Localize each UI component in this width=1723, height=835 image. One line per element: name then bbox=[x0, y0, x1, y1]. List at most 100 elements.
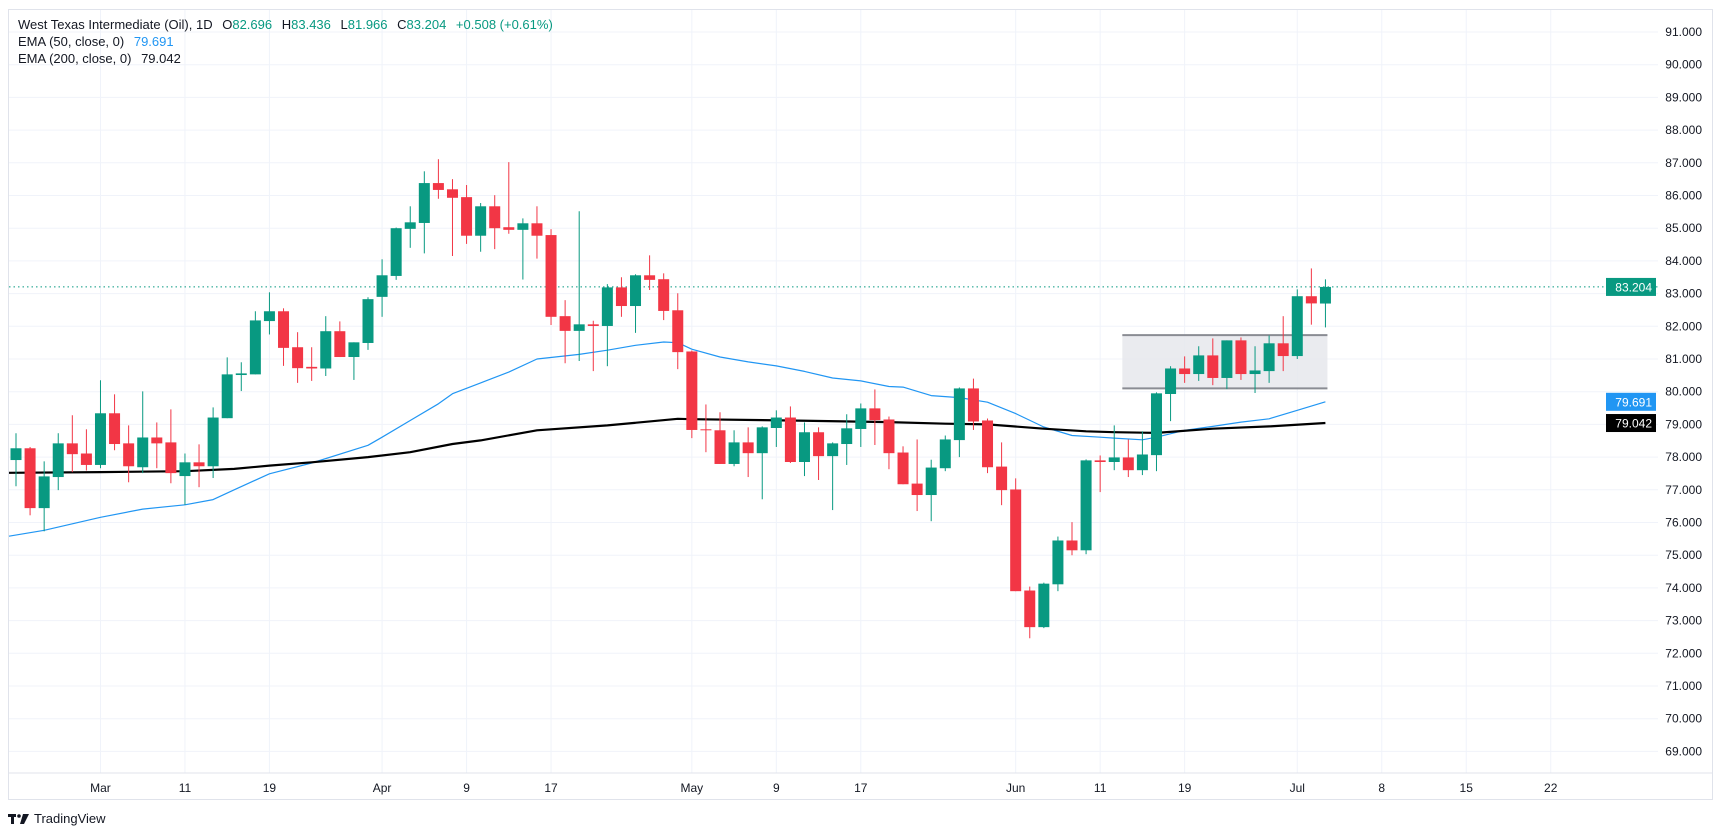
candle-down[interactable] bbox=[123, 425, 135, 483]
candle-down[interactable] bbox=[897, 446, 909, 485]
candle-up[interactable] bbox=[1193, 346, 1205, 381]
candle-up[interactable] bbox=[249, 311, 261, 375]
candle-up[interactable] bbox=[601, 284, 613, 367]
candle-down[interactable] bbox=[672, 293, 684, 370]
candle-down[interactable] bbox=[615, 277, 627, 317]
candle-up[interactable] bbox=[376, 259, 388, 317]
candle-down[interactable] bbox=[996, 442, 1008, 506]
candle-down[interactable] bbox=[742, 427, 754, 478]
candle-up[interactable] bbox=[756, 426, 768, 500]
candle-up[interactable] bbox=[770, 410, 782, 447]
candle-down[interactable] bbox=[559, 300, 571, 364]
candle-up[interactable] bbox=[10, 433, 22, 487]
candle-up[interactable] bbox=[418, 171, 430, 254]
candle-down[interactable] bbox=[66, 415, 78, 473]
time-axis[interactable]: Mar 11 19 Apr 9 17 May 9 17 Jun 11 19 Jul 8 15 22 bbox=[9, 772, 1712, 795]
candle-down[interactable] bbox=[883, 416, 895, 470]
candle-down[interactable] bbox=[686, 350, 698, 439]
candle-down[interactable] bbox=[193, 444, 205, 488]
candle-up[interactable] bbox=[925, 459, 937, 522]
candle-up[interactable] bbox=[1108, 425, 1120, 471]
candle-up[interactable] bbox=[390, 227, 402, 280]
candle-down[interactable] bbox=[967, 378, 979, 430]
candle-down[interactable] bbox=[869, 389, 881, 446]
candle-down[interactable] bbox=[24, 446, 36, 516]
candle-down[interactable] bbox=[461, 185, 473, 244]
candle-up[interactable] bbox=[1080, 459, 1092, 555]
candle-down[interactable] bbox=[446, 179, 458, 256]
candle-down[interactable] bbox=[700, 404, 712, 453]
candle-up[interactable] bbox=[235, 362, 247, 392]
candle-up[interactable] bbox=[263, 292, 275, 335]
candle-up[interactable] bbox=[94, 380, 106, 469]
candle-down[interactable] bbox=[644, 255, 656, 291]
candle-up[interactable] bbox=[953, 387, 965, 458]
candle-up[interactable] bbox=[827, 442, 839, 511]
candle-down[interactable] bbox=[911, 439, 923, 512]
candle-down[interactable] bbox=[432, 159, 444, 199]
candle-down[interactable] bbox=[658, 273, 670, 321]
candle-down[interactable] bbox=[109, 394, 121, 451]
candle-up[interactable] bbox=[1165, 366, 1177, 422]
candle-down[interactable] bbox=[982, 418, 994, 474]
candle-up[interactable] bbox=[728, 430, 740, 467]
candle-up[interactable] bbox=[38, 461, 50, 532]
candle-up[interactable] bbox=[404, 206, 416, 248]
candle-up[interactable] bbox=[855, 403, 867, 447]
candle-up[interactable] bbox=[137, 391, 149, 474]
candle-down[interactable] bbox=[80, 429, 92, 471]
ema50-legend-row[interactable]: EMA (50, close, 0) 79.691 bbox=[18, 33, 553, 50]
candle-up[interactable] bbox=[1136, 431, 1148, 476]
candle-down[interactable] bbox=[165, 409, 177, 484]
candle-up[interactable] bbox=[573, 211, 585, 361]
candle-down[interactable] bbox=[1207, 338, 1219, 386]
candle-down[interactable] bbox=[531, 206, 543, 259]
candle-up[interactable] bbox=[798, 422, 810, 477]
candle-down[interactable] bbox=[1010, 478, 1022, 592]
candle-up[interactable] bbox=[1319, 279, 1331, 328]
candle-down[interactable] bbox=[278, 308, 290, 366]
candle-down[interactable] bbox=[714, 412, 726, 464]
candle-down[interactable] bbox=[1122, 439, 1134, 478]
candle-up[interactable] bbox=[362, 297, 374, 350]
candle-up[interactable] bbox=[221, 357, 233, 419]
candle-up[interactable] bbox=[841, 414, 853, 465]
candle-down[interactable] bbox=[545, 229, 557, 325]
candle-up[interactable] bbox=[1038, 582, 1050, 629]
tradingview-logo[interactable]: TradingView bbox=[8, 811, 106, 826]
candle-down[interactable] bbox=[1024, 586, 1036, 639]
candle-down[interactable] bbox=[306, 347, 318, 381]
candle-down[interactable] bbox=[784, 406, 796, 463]
candle-down[interactable] bbox=[1305, 268, 1317, 325]
candle-up[interactable] bbox=[517, 218, 529, 280]
candle-up[interactable] bbox=[1291, 289, 1303, 359]
candle-down[interactable] bbox=[1179, 356, 1191, 383]
candle-up[interactable] bbox=[1249, 346, 1261, 394]
candle-up[interactable] bbox=[320, 316, 332, 377]
candle-down[interactable] bbox=[813, 427, 825, 480]
candle-up[interactable] bbox=[1150, 392, 1162, 472]
candle-up[interactable] bbox=[348, 342, 360, 380]
price-axis[interactable]: 91.000 90.000 89.000 88.000 87.000 86.000 85.0… bbox=[1665, 25, 1702, 758]
candle-down[interactable] bbox=[587, 320, 599, 372]
ema200-legend-row[interactable]: EMA (200, close, 0) 79.042 bbox=[18, 50, 553, 67]
candle-down[interactable] bbox=[292, 332, 304, 383]
candle-up[interactable] bbox=[1052, 536, 1064, 592]
candle-down[interactable] bbox=[1066, 522, 1078, 556]
candle-up[interactable] bbox=[179, 453, 191, 505]
candle-up[interactable] bbox=[939, 435, 951, 472]
candle-up[interactable] bbox=[1221, 340, 1233, 390]
candle-up[interactable] bbox=[1263, 335, 1275, 383]
candle-down[interactable] bbox=[489, 195, 501, 250]
candle-down[interactable] bbox=[1235, 337, 1247, 380]
candle-up[interactable] bbox=[52, 433, 64, 491]
candle-down[interactable] bbox=[151, 422, 163, 469]
candle-down[interactable] bbox=[1094, 455, 1106, 493]
candle-down[interactable] bbox=[503, 162, 515, 234]
candle-down[interactable] bbox=[1277, 316, 1289, 372]
candle-up[interactable] bbox=[475, 203, 487, 252]
symbol-legend-row[interactable]: West Texas Intermediate (Oil), 1D O82.69… bbox=[18, 16, 553, 33]
candle-up[interactable] bbox=[630, 274, 642, 333]
candle-down[interactable] bbox=[334, 321, 346, 358]
